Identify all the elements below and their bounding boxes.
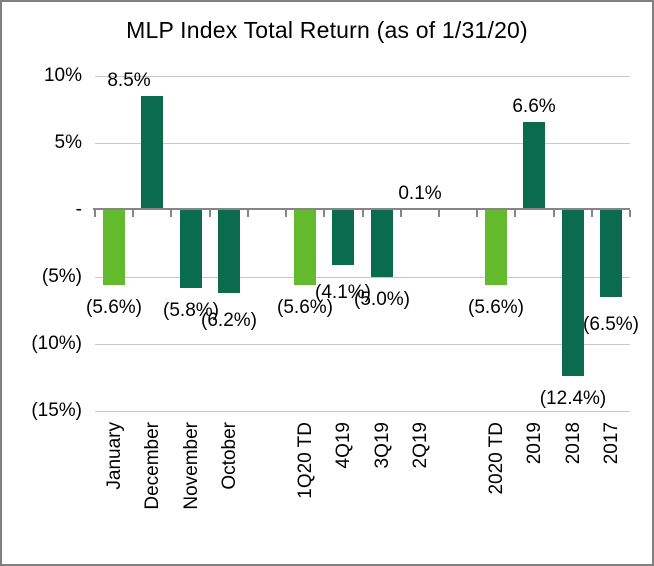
bar-2017 [600,210,622,297]
x-category-label: 2Q19 [410,422,431,469]
x-axis-tick [629,210,631,217]
x-category-label: 2020 TD [486,422,507,495]
data-label: 6.6% [512,96,556,117]
y-tick-label: 10% [43,65,82,86]
x-axis-tick [209,210,211,217]
x-category-label: 3Q19 [372,422,393,469]
x-category-label: 1Q20 TD [295,422,316,499]
x-axis-tick [247,210,249,217]
data-label: (12.4%) [539,388,607,409]
y-tick-label: - [75,199,82,220]
data-label: (6.5%) [583,314,639,335]
bar-2020-td [485,210,507,285]
data-label: (5.0%) [354,289,410,310]
y-tick-label: (10%) [31,333,82,354]
x-category-label: 4Q19 [333,422,354,469]
x-category-label: October [219,422,240,490]
x-axis-tick [514,210,516,217]
x-axis-tick [591,210,593,217]
x-axis-tick [476,210,478,217]
y-tick-label: (5%) [41,266,82,287]
y-tick-label: 5% [54,132,82,153]
data-label: (6.2%) [201,310,257,331]
x-axis-tick [438,210,440,217]
bar-2018 [562,210,584,376]
x-category-label: December [142,422,163,510]
x-axis-tick [400,210,402,217]
gridline [95,143,630,144]
data-label: (5.6%) [468,297,524,318]
x-category-label: 2017 [601,422,622,465]
bar-january [103,210,125,285]
x-category-label: 2019 [524,422,545,465]
data-label: (5.8%) [163,300,219,321]
x-axis-tick [94,210,96,217]
data-label: 0.1% [398,183,442,204]
gridline [95,344,630,345]
x-category-label: November [181,422,202,510]
bar-november [180,210,202,288]
y-tick-label: (15%) [31,400,82,421]
bar-december [141,96,163,210]
gridline [95,76,630,77]
x-axis-line [93,208,630,210]
bar-4q19 [332,210,354,265]
x-axis-tick [553,210,555,217]
x-axis-tick [285,210,287,217]
x-category-label: January [104,422,125,490]
data-label: (5.6%) [277,297,333,318]
data-label: (5.6%) [86,297,142,318]
bar-1q20-td [294,210,316,285]
bar-3q19 [371,210,393,277]
data-label: (4.1%) [315,282,371,303]
bar-2019 [523,122,545,210]
chart-title: MLP Index Total Return (as of 1/31/20) [126,17,528,43]
x-axis-tick [362,210,364,217]
data-label: 8.5% [107,70,151,91]
x-axis-tick [132,210,134,217]
x-axis-tick [323,210,325,217]
bar-october [218,210,240,293]
x-axis-tick [170,210,172,217]
gridline [95,411,630,412]
x-category-label: 2018 [563,422,584,465]
gridline [95,277,630,278]
